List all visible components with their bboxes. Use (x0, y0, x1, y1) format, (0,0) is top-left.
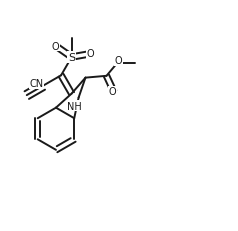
Text: NH: NH (67, 101, 81, 111)
Text: S: S (68, 53, 75, 63)
Text: O: O (109, 87, 116, 97)
Text: O: O (87, 49, 94, 58)
Text: CN: CN (29, 79, 44, 89)
Text: O: O (52, 41, 60, 51)
Text: O: O (115, 56, 123, 66)
